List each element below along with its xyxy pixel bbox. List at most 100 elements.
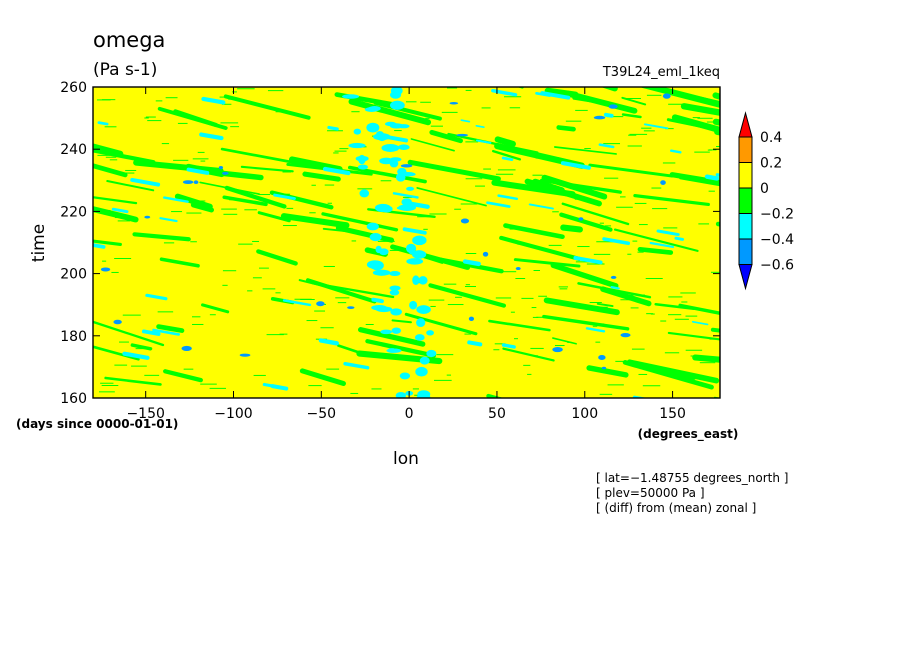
heatmap-cell (93, 243, 106, 249)
heatmap-cell (322, 227, 349, 233)
heatmap-cell (378, 134, 386, 142)
heatmap-cell (667, 331, 720, 341)
heatmap-cell (348, 98, 432, 126)
colorbar-swatch (738, 162, 753, 189)
heatmap-cell (104, 376, 162, 386)
heatmap-cell (662, 93, 671, 99)
heatmap-cell (416, 187, 487, 207)
heatmap-cell (578, 217, 584, 221)
heatmap-cell (93, 163, 128, 178)
heatmap-cell (190, 202, 215, 213)
heatmap-cell (550, 262, 619, 289)
heatmap-cell (370, 260, 384, 271)
heatmap-cell (358, 154, 366, 165)
heatmap-cell (336, 344, 360, 354)
heatmap-cell (412, 275, 420, 286)
heatmap-cell (335, 225, 395, 243)
heatmap-cell (404, 312, 478, 336)
heatmap-cell (416, 318, 426, 327)
heatmap-cell (531, 178, 565, 194)
heatmap-cell (342, 94, 360, 99)
heatmap-cell (586, 365, 629, 378)
heatmap-cell (603, 112, 614, 118)
heatmap-cell (130, 177, 161, 187)
heatmap-cell (561, 202, 630, 226)
heatmap-cell (106, 180, 155, 192)
heatmap-cell (385, 135, 409, 143)
heatmap-cell (253, 58, 270, 60)
heatmap-cell (218, 165, 224, 170)
heatmap-cell (412, 250, 427, 259)
heatmap-cell (401, 172, 416, 177)
heatmap-cell (257, 211, 291, 223)
heatmap-cell (392, 192, 419, 199)
heatmap-cell (540, 91, 571, 100)
heatmap-cell (201, 96, 226, 105)
heatmap-cell (497, 194, 519, 201)
x-axis-label: lon (393, 449, 419, 469)
heatmap-cell (608, 104, 618, 109)
heatmap-cell (222, 171, 229, 175)
x-tick-label: −100 (214, 406, 252, 422)
colorbar-level-label: 0.4 (760, 130, 782, 146)
heatmap-cell (467, 340, 483, 347)
heatmap-cell (201, 303, 230, 314)
heatmap-cell (410, 138, 455, 152)
heatmap-cell (93, 239, 122, 247)
colorbar-legend: 0.4 0.2 0 −0.2 −0.4 −0.6 (738, 111, 794, 291)
heatmap-cell (598, 143, 615, 149)
heatmap-cell (692, 354, 720, 363)
heatmap-cell (163, 196, 189, 203)
colorbar-swatch-top-arrow (738, 111, 753, 138)
heatmap-cell (613, 228, 699, 252)
heatmap-cell (494, 136, 516, 147)
heatmap-cell (476, 139, 492, 144)
heatmap-cell (602, 237, 631, 246)
heatmap-cell (389, 271, 401, 277)
x-tick-label: 0 (405, 406, 414, 422)
colorbar-level-label: −0.2 (760, 207, 794, 223)
heatmap-cell (389, 100, 405, 110)
heatmap-cell (501, 156, 514, 161)
colorbar-level-label: 0 (760, 181, 769, 197)
heatmap-cell (389, 157, 402, 162)
x-tick-label: −50 (307, 406, 337, 422)
heatmap-cell (691, 320, 709, 326)
heatmap-cell (327, 125, 339, 131)
heatmap-cell (159, 257, 200, 268)
heatmap-cell (390, 87, 403, 96)
colorbar-swatch (738, 213, 753, 240)
heatmap-cell (182, 180, 194, 184)
heatmap-cell (41, 187, 73, 196)
heatmap-cell (428, 283, 507, 308)
heatmap-cell (598, 355, 606, 361)
heatmap-cell (553, 146, 617, 155)
heatmap-cell (348, 165, 427, 184)
heatmap-cell (482, 251, 489, 257)
note-pressure-level: [ plev=50000 Pa ] (596, 486, 705, 500)
heatmap-cell (390, 308, 402, 316)
heatmap-cell (375, 306, 393, 313)
heatmap-cell (633, 194, 710, 207)
heatmap-cell (298, 279, 331, 289)
heatmap-cell (273, 193, 296, 200)
heatmap-cell (515, 267, 521, 271)
heatmap-cell (93, 148, 156, 165)
heatmap-cell (280, 213, 350, 229)
heatmap-cell (269, 61, 362, 84)
heatmap-cell (417, 390, 431, 398)
heatmap-cell (416, 305, 431, 314)
heatmap-cell (715, 173, 720, 177)
heatmap-cell (654, 302, 695, 310)
heatmap-cell (610, 275, 617, 279)
heatmap-cell (93, 143, 124, 157)
heatmap-cell (380, 205, 393, 213)
heatmap-cell (669, 172, 720, 186)
heatmap-cell (181, 345, 192, 352)
heatmap-cell (224, 185, 287, 209)
heatmap-cell (710, 327, 720, 333)
heatmap-cell (389, 285, 401, 291)
heatmap-cell (348, 142, 366, 149)
heatmap-cell (456, 133, 469, 137)
heatmap-cell (560, 161, 591, 170)
